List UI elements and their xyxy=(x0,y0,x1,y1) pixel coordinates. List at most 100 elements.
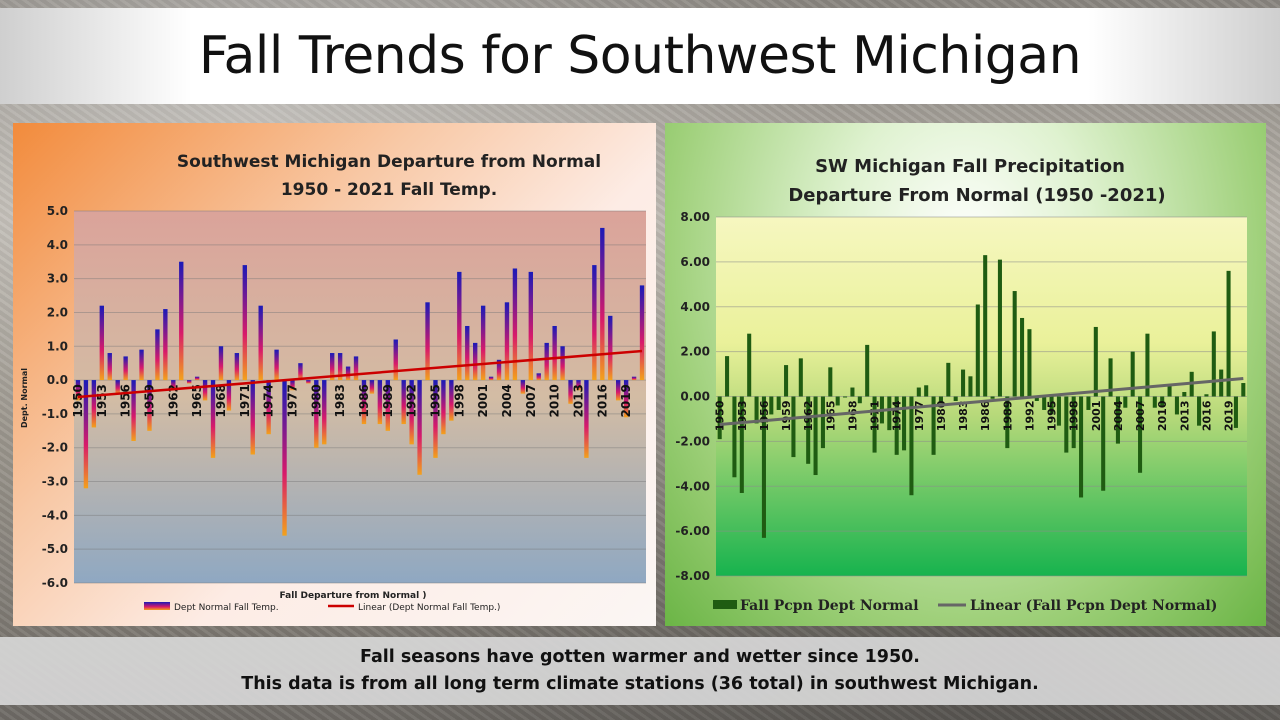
temp-bar xyxy=(401,380,406,425)
pcpn-bar xyxy=(1071,396,1076,449)
pcpn-x-tick-label: 2007 xyxy=(1134,401,1147,432)
temp-y-tick-label: -1.0 xyxy=(42,407,68,421)
pcpn-chart-subtitle: Departure From Normal (1950 -2021) xyxy=(788,185,1165,206)
pcpn-bar xyxy=(791,396,796,458)
temp-bar xyxy=(298,363,303,381)
temp-plot-area xyxy=(74,211,646,583)
pcpn-y-tick-label: 8.00 xyxy=(680,210,710,224)
temp-bar xyxy=(194,376,200,381)
temp-trend-line xyxy=(77,349,643,399)
pcpn-x-tick-label: 1950 xyxy=(714,400,727,431)
temp-bar xyxy=(433,380,438,458)
temp-legend-trend-label: Linear (Dept Normal Fall Temp.) xyxy=(358,603,500,613)
pcpn-bar xyxy=(1012,291,1017,397)
pcpn-y-tick-label: -6.00 xyxy=(675,524,710,538)
temp-bar xyxy=(608,315,613,381)
pcpn-trend-line xyxy=(719,377,1244,427)
temp-bar xyxy=(107,353,112,381)
pcpn-bar xyxy=(1027,329,1032,397)
pcpn-bar xyxy=(798,358,803,397)
temp-bar xyxy=(115,380,120,394)
pcpn-bar xyxy=(1123,396,1128,408)
pcpn-x-tick-label: 1959 xyxy=(780,401,793,432)
temp-x-tick-label: 2001 xyxy=(476,384,490,417)
pcpn-bar xyxy=(857,396,862,404)
temp-bar xyxy=(496,359,502,381)
pcpn-bar xyxy=(813,396,818,476)
temp-bar xyxy=(226,380,232,411)
temp-bar xyxy=(520,380,526,394)
temp-bar xyxy=(536,373,541,381)
temp-bar xyxy=(282,380,287,536)
pcpn-x-tick-label: 1974 xyxy=(891,400,904,431)
pcpn-bar xyxy=(1042,396,1047,410)
temp-bar xyxy=(131,380,136,441)
precipitation-chart: SW Michigan Fall Precipitation Departure… xyxy=(675,156,1247,614)
temp-bar xyxy=(417,380,422,475)
temp-bar xyxy=(210,380,216,458)
temp-bar xyxy=(345,366,351,381)
pcpn-bar xyxy=(717,396,722,440)
pcpn-bar xyxy=(931,396,936,455)
pcpn-bar xyxy=(909,396,914,496)
pcpn-x-tick-label: 1998 xyxy=(1068,401,1081,432)
temp-bar xyxy=(441,380,446,435)
pcpn-bar xyxy=(1093,326,1098,397)
pcpn-y-tick-label: 4.00 xyxy=(680,300,710,314)
pcpn-x-tick-label: 2016 xyxy=(1200,400,1213,431)
pcpn-x-tick-label: 1983 xyxy=(957,401,970,432)
temp-bar xyxy=(139,349,144,381)
pcpn-bar xyxy=(747,333,752,397)
pcpn-bar xyxy=(997,259,1002,397)
pcpn-bar xyxy=(776,396,781,410)
pcpn-legend: Fall Pcpn Dept Normal Linear (Fall Pcpn … xyxy=(713,598,1217,614)
temp-bar xyxy=(266,380,271,435)
pcpn-bar xyxy=(850,387,855,397)
pcpn-bar xyxy=(990,396,995,399)
pcpn-x-tick-label: 1986 xyxy=(979,400,992,431)
pcpn-x-tick-label: 2004 xyxy=(1112,400,1125,431)
temp-x-tick-label: 1956 xyxy=(119,384,133,417)
temp-bar xyxy=(385,380,390,431)
temp-bar xyxy=(218,346,224,381)
temp-bar xyxy=(552,325,557,381)
pcpn-x-tick-label: 1956 xyxy=(758,400,771,431)
pcpn-bar xyxy=(1049,396,1054,415)
temp-y-tick-label: 3.0 xyxy=(47,272,68,286)
temp-x-tick-label: 1953 xyxy=(95,384,109,417)
pcpn-bar xyxy=(1115,396,1120,444)
pcpn-y-tick-label: 6.00 xyxy=(680,255,710,269)
temp-x-tick-label: 1989 xyxy=(381,384,395,417)
temp-x-tick-label: 1974 xyxy=(262,384,276,417)
temp-y-axis-label: Dept. Normal xyxy=(20,368,29,428)
pcpn-y-tick-label: -2.00 xyxy=(675,434,710,448)
temp-y-tick-label: -2.0 xyxy=(42,441,68,455)
temp-bar xyxy=(123,356,128,381)
temp-chart-subtitle: 1950 - 2021 Fall Temp. xyxy=(281,180,497,200)
pcpn-bar xyxy=(843,396,848,398)
pcpn-y-tick-label: 0.00 xyxy=(680,390,710,404)
temp-x-tick-label: 2019 xyxy=(619,384,633,417)
temp-y-tick-label: 5.0 xyxy=(47,204,68,218)
temp-bar xyxy=(568,380,573,404)
temp-x-tick-label: 1986 xyxy=(357,384,371,417)
pcpn-bar xyxy=(887,396,892,431)
pcpn-legend-bar-label: Fall Pcpn Dept Normal xyxy=(740,598,919,614)
pcpn-bar xyxy=(983,255,988,397)
temp-y-tick-label: 1.0 xyxy=(47,339,68,353)
temp-x-tick-label: 1971 xyxy=(238,384,252,417)
pcpn-bar xyxy=(924,385,929,397)
pcpn-bar xyxy=(953,396,958,401)
temp-bar xyxy=(480,305,486,381)
temp-y-tick-label: 2.0 xyxy=(47,305,68,319)
temp-bar xyxy=(369,380,375,394)
temp-bar xyxy=(377,380,383,425)
pcpn-bar xyxy=(1167,385,1172,397)
temp-bar xyxy=(187,380,192,384)
temp-x-tick-label: 2007 xyxy=(524,384,538,417)
temp-bar xyxy=(242,265,247,381)
temp-bar xyxy=(457,271,462,381)
temp-bar xyxy=(330,353,335,381)
pcpn-bar xyxy=(1130,351,1135,397)
temp-bar xyxy=(409,380,414,445)
